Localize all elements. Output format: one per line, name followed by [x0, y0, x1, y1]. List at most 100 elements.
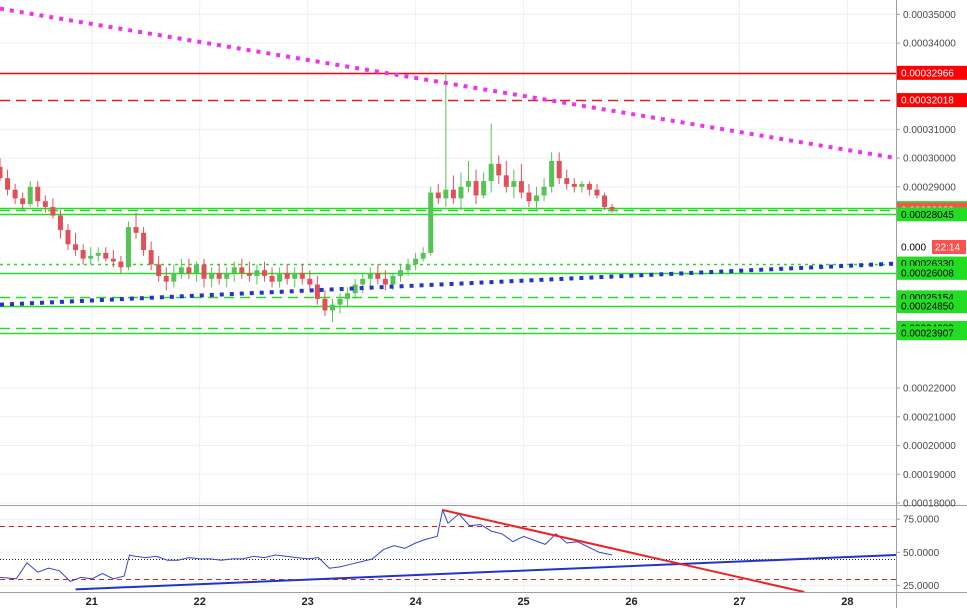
- x-tick-label: 26: [625, 596, 637, 608]
- candle-body: [193, 264, 199, 274]
- price-tag-bg: [897, 299, 967, 314]
- candle-body: [156, 264, 162, 276]
- candle-body: [73, 244, 79, 251]
- candle-body: [254, 270, 260, 276]
- candle-body: [133, 227, 139, 233]
- y-tick-label: 0.00035000: [903, 10, 956, 21]
- osc-y-tick-label: 75.0000: [903, 515, 940, 526]
- candle-body: [80, 250, 86, 259]
- trendlines: [0, 6, 897, 307]
- candle-body: [277, 273, 283, 282]
- y-tick-label: 0.00034000: [903, 39, 956, 50]
- candle-body: [5, 178, 11, 190]
- price-tag-label: 0.00026330: [901, 259, 954, 270]
- horizontal-levels: [0, 72, 896, 335]
- candle-body: [178, 267, 184, 274]
- candle-body: [549, 160, 555, 187]
- candle-body: [534, 195, 540, 202]
- price-tag-label: 0.00026008: [901, 268, 954, 279]
- candle-body: [292, 273, 298, 279]
- y-tick-label: 0.00030000: [903, 154, 956, 165]
- candle-body: [360, 278, 366, 285]
- price-tag-label: 0.00032018: [901, 96, 954, 107]
- candle-body: [496, 163, 502, 176]
- candle-body: [57, 215, 63, 230]
- candle-body: [345, 293, 351, 299]
- candle-body: [602, 195, 608, 207]
- price-tag-label: 0.00023907: [901, 329, 954, 340]
- price-tag-bg: [897, 326, 967, 341]
- price-tag-bg: [897, 93, 967, 108]
- candle-body: [458, 186, 464, 199]
- candle-body: [261, 270, 267, 276]
- candle-body: [541, 186, 547, 196]
- candle-body: [125, 227, 131, 268]
- candle-body: [503, 175, 509, 187]
- candle-body: [118, 261, 124, 268]
- candle-body: [269, 275, 275, 282]
- candle-body: [299, 273, 305, 279]
- candle-body: [88, 255, 94, 259]
- price-tag-label: 0.00025154: [901, 293, 954, 304]
- candle-body: [488, 163, 494, 182]
- candle-body: [239, 267, 245, 274]
- osc-trendline: [75, 553, 897, 591]
- candle-body: [246, 273, 252, 276]
- candle-body: [110, 258, 116, 262]
- candle-body: [186, 267, 192, 274]
- candle-body: [382, 278, 388, 285]
- oscillator-line: [0, 508, 613, 582]
- candle-body: [428, 192, 434, 253]
- candle-body: [594, 189, 600, 196]
- candle-body: [12, 189, 18, 199]
- price-tag-bg: [897, 207, 967, 222]
- y-tick-label: 0.00020000: [903, 441, 956, 452]
- candle-body: [27, 186, 33, 205]
- candle-body: [352, 284, 358, 294]
- candle-body: [564, 178, 570, 184]
- osc-trendline: [442, 508, 805, 593]
- osc-y-tick-label: 25.0000: [903, 581, 940, 592]
- candle-body: [231, 267, 237, 274]
- candle-body: [579, 183, 585, 187]
- candle-body: [518, 181, 524, 193]
- candle-body: [20, 198, 26, 205]
- candle-body: [307, 278, 313, 285]
- candle-body: [171, 273, 177, 282]
- price-tag-label: 0.00024850: [901, 302, 954, 313]
- countdown-label: 22:14: [935, 243, 960, 254]
- candle-body: [511, 181, 517, 187]
- candle-body: [337, 298, 343, 305]
- price-tag-label: 0.00032966: [901, 68, 954, 79]
- candle-body: [209, 273, 215, 279]
- current-price-label: 0.000: [901, 243, 926, 254]
- candle-body: [0, 166, 3, 179]
- candle-body: [443, 189, 449, 199]
- candle-body: [141, 232, 147, 251]
- candle-body: [201, 264, 207, 279]
- y-tick-label: 0.00022000: [903, 384, 956, 395]
- x-tick-label: 27: [733, 596, 745, 608]
- candle-body: [571, 183, 577, 187]
- y-tick-label: 0.00029000: [903, 182, 956, 193]
- candle-body: [405, 264, 411, 271]
- candle-body: [609, 206, 615, 210]
- candle-body: [216, 273, 222, 279]
- grid-lines: [0, 0, 896, 592]
- price-tag-label: 0.00028045: [901, 210, 954, 221]
- countdown-bg: [932, 240, 966, 254]
- x-tick-label: 22: [194, 596, 206, 608]
- y-tick-label: 0.00018000: [903, 499, 956, 510]
- y-tick-label: 0.00031000: [903, 125, 956, 136]
- candle-body: [413, 258, 419, 265]
- candle-body: [526, 192, 532, 202]
- candle-body: [65, 229, 71, 245]
- candle-body: [148, 250, 154, 265]
- x-axis-labels: 21 22 23 24 25 26 27 28: [86, 596, 854, 608]
- candle-body: [35, 186, 41, 202]
- candle-body: [375, 273, 381, 279]
- candle-body: [95, 252, 101, 256]
- candle-body: [224, 273, 230, 279]
